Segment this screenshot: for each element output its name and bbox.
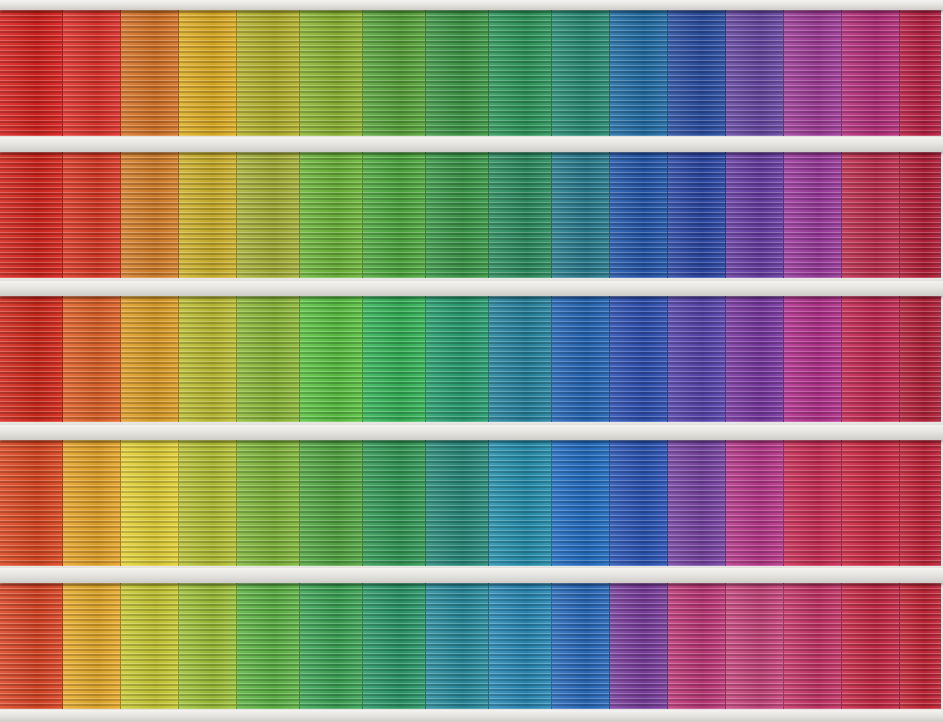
colored-blind-panel bbox=[552, 296, 610, 422]
colored-blind-panel bbox=[489, 440, 552, 566]
colored-blind-panel bbox=[726, 440, 784, 566]
colored-blind-panel bbox=[179, 152, 237, 278]
colored-blind-panel bbox=[121, 440, 179, 566]
colored-blind-panel bbox=[300, 152, 363, 278]
window-band bbox=[0, 10, 943, 136]
colored-blind-panel bbox=[363, 296, 426, 422]
colored-blind-panel bbox=[0, 583, 63, 709]
colored-blind-panel bbox=[489, 10, 552, 136]
colored-blind-panel bbox=[237, 296, 300, 422]
colored-blind-panel bbox=[426, 296, 489, 422]
colored-blind-panel bbox=[63, 10, 121, 136]
colored-blind-panel bbox=[668, 10, 726, 136]
colored-blind-panel bbox=[237, 440, 300, 566]
floor-slab bbox=[0, 137, 943, 152]
colored-blind-panel bbox=[842, 583, 900, 709]
colored-blind-panel bbox=[900, 10, 941, 136]
colored-blind-panel bbox=[610, 583, 668, 709]
colored-blind-panel bbox=[363, 152, 426, 278]
colored-blind-panel bbox=[842, 296, 900, 422]
colored-blind-panel bbox=[121, 152, 179, 278]
colored-blind-panel bbox=[668, 583, 726, 709]
window-band bbox=[0, 296, 943, 422]
colored-blind-panel bbox=[726, 152, 784, 278]
colored-blind-panel bbox=[121, 10, 179, 136]
window-band bbox=[0, 440, 943, 566]
colored-blind-panel bbox=[237, 152, 300, 278]
colored-blind-panel bbox=[610, 296, 668, 422]
colored-blind-panel bbox=[784, 440, 842, 566]
colored-blind-panel bbox=[300, 440, 363, 566]
colored-blind-panel bbox=[489, 296, 552, 422]
colored-blind-panel bbox=[363, 10, 426, 136]
colored-blind-panel bbox=[179, 10, 237, 136]
colored-blind-panel bbox=[179, 440, 237, 566]
colored-blind-panel bbox=[784, 583, 842, 709]
floor-slab bbox=[0, 710, 943, 722]
colored-blind-panel bbox=[668, 440, 726, 566]
colored-blind-panel bbox=[900, 152, 941, 278]
colored-blind-panel bbox=[900, 440, 941, 566]
colored-blind-panel bbox=[610, 10, 668, 136]
colored-blind-panel bbox=[842, 440, 900, 566]
colored-blind-panel bbox=[489, 583, 552, 709]
colored-blind-panel bbox=[668, 152, 726, 278]
colored-blind-panel bbox=[300, 583, 363, 709]
window-band bbox=[0, 583, 943, 709]
colored-blind-panel bbox=[784, 296, 842, 422]
colored-blind-panel bbox=[726, 583, 784, 709]
colored-blind-panel bbox=[610, 152, 668, 278]
colored-blind-panel bbox=[179, 296, 237, 422]
colored-blind-panel bbox=[363, 583, 426, 709]
colored-blind-panel bbox=[0, 152, 63, 278]
colored-blind-panel bbox=[900, 583, 941, 709]
floor-slab bbox=[0, 425, 943, 440]
colored-blind-panel bbox=[426, 152, 489, 278]
colored-blind-panel bbox=[300, 10, 363, 136]
colored-blind-panel bbox=[63, 583, 121, 709]
colored-blind-panel bbox=[726, 296, 784, 422]
colored-blind-panel bbox=[0, 296, 63, 422]
colored-blind-panel bbox=[121, 296, 179, 422]
colored-blind-panel bbox=[63, 440, 121, 566]
floor-slab bbox=[0, 0, 943, 10]
floor-slab bbox=[0, 568, 943, 583]
colored-blind-panel bbox=[0, 10, 63, 136]
colored-blind-panel bbox=[552, 583, 610, 709]
window-band bbox=[0, 152, 943, 278]
colored-blind-panel bbox=[426, 10, 489, 136]
colored-blind-panel bbox=[842, 10, 900, 136]
colored-blind-panel bbox=[237, 583, 300, 709]
colored-blind-panel bbox=[63, 296, 121, 422]
colored-blind-panel bbox=[300, 296, 363, 422]
colored-blind-panel bbox=[784, 10, 842, 136]
colored-blind-panel bbox=[426, 583, 489, 709]
colored-blind-panel bbox=[63, 152, 121, 278]
colored-blind-panel bbox=[610, 440, 668, 566]
colored-blind-panel bbox=[726, 10, 784, 136]
colored-blind-panel bbox=[0, 440, 63, 566]
colored-blind-panel bbox=[552, 152, 610, 278]
colored-blind-panel bbox=[552, 440, 610, 566]
colored-blind-panel bbox=[900, 296, 941, 422]
colored-blind-panel bbox=[784, 152, 842, 278]
colored-blind-panel bbox=[489, 152, 552, 278]
colored-blind-panel bbox=[121, 583, 179, 709]
colored-blind-panel bbox=[668, 296, 726, 422]
colored-blind-panel bbox=[842, 152, 900, 278]
colored-blind-panel bbox=[237, 10, 300, 136]
colored-blind-panel bbox=[179, 583, 237, 709]
colored-blind-panel bbox=[552, 10, 610, 136]
colored-blind-panel bbox=[426, 440, 489, 566]
colored-blind-panel bbox=[363, 440, 426, 566]
floor-slab bbox=[0, 281, 943, 296]
